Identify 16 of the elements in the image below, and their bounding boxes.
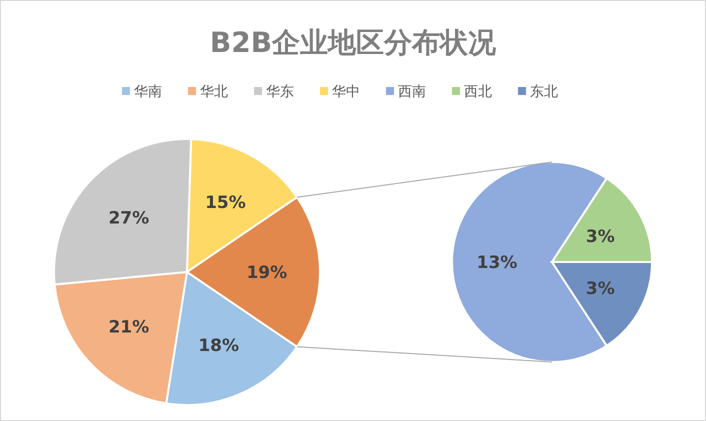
data-label: 27% xyxy=(108,208,150,228)
chart-title: B2B企业地区分布状况 xyxy=(210,26,498,59)
data-label: 18% xyxy=(198,336,240,356)
data-label: 19% xyxy=(246,263,288,283)
data-label: 3% xyxy=(586,226,615,247)
data-label: 21% xyxy=(108,318,150,338)
legend-label: 西南 xyxy=(398,84,426,100)
legend-label: 华东 xyxy=(266,84,294,100)
data-label: 15% xyxy=(205,193,246,214)
legend-label: 华北 xyxy=(200,84,228,100)
legend-label: 东北 xyxy=(530,84,558,100)
data-label: 3% xyxy=(586,279,615,300)
legend-label: 西北 xyxy=(464,84,492,100)
legend-label: 华中 xyxy=(332,84,360,100)
legend-label: 华南 xyxy=(134,84,162,100)
data-label: 13% xyxy=(476,253,518,273)
